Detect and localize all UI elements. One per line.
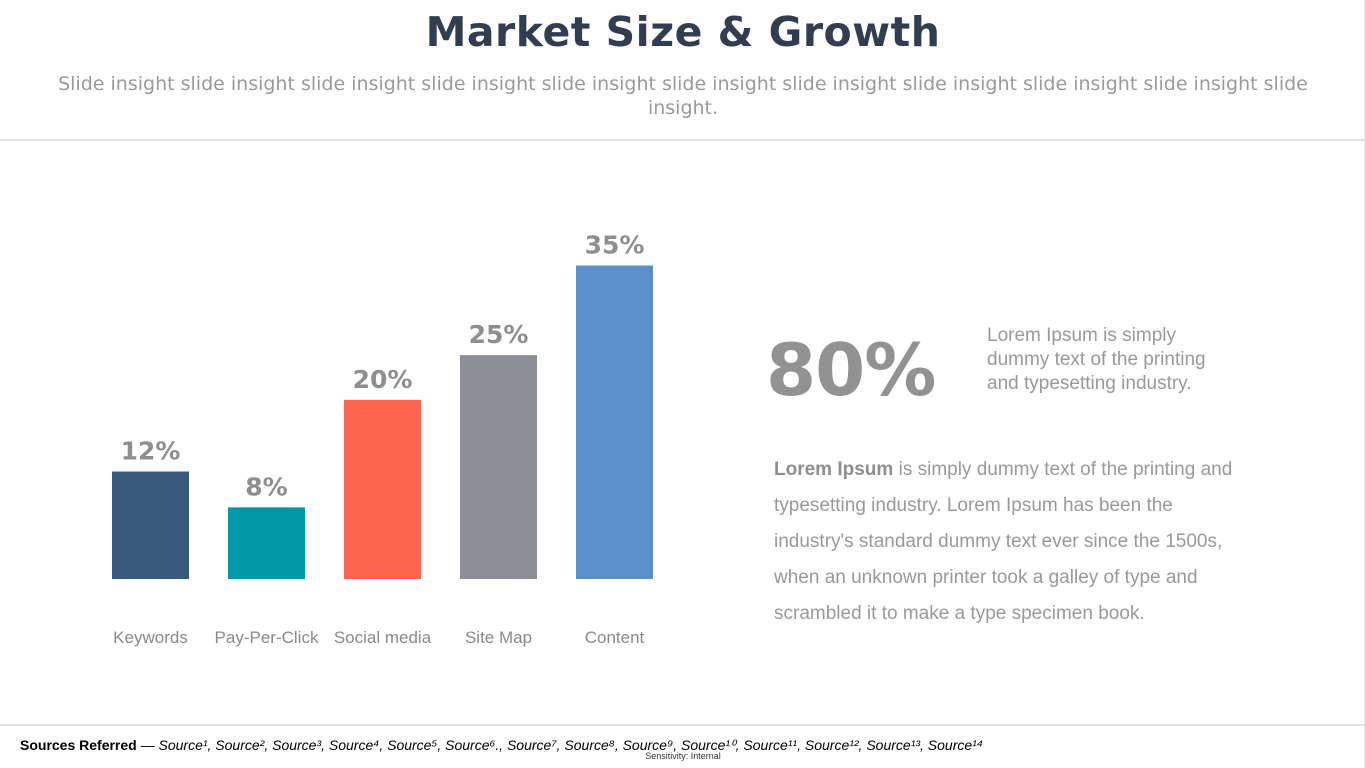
paragraph-lead: Lorem Ipsum <box>774 459 894 480</box>
category-label: Content <box>585 628 645 647</box>
bar-keywords <box>112 471 189 579</box>
paragraph-text: is simply dummy text of the printing and… <box>774 459 1233 624</box>
body-paragraph: Lorem Ipsum is simply dummy text of the … <box>774 452 1254 632</box>
stat-description: Lorem Ipsum is simply dummy text of the … <box>987 325 1206 394</box>
bar-site-map <box>460 355 537 579</box>
footer-divider <box>0 724 1366 726</box>
category-label: Social media <box>334 628 432 647</box>
bar-value-label: 20% <box>353 365 413 394</box>
bar-pay-per-click <box>228 507 305 579</box>
stat-value: 80% <box>766 328 936 412</box>
sources-separator: — <box>136 737 159 753</box>
sources-referred: Sources Referred — Source¹, Source², Sou… <box>20 737 983 754</box>
bar-chart: 12% Keywords 8% Pay-Per-Click 20% Social medi… <box>112 231 653 647</box>
category-label: Site Map <box>465 628 532 647</box>
bar-value-label: 25% <box>469 320 529 349</box>
category-label: Pay-Per-Click <box>215 628 319 647</box>
header-divider <box>0 139 1366 141</box>
category-label: Keywords <box>113 628 188 647</box>
bar-social-media <box>344 399 421 579</box>
bar-value-label: 35% <box>585 231 645 260</box>
bar-value-label: 12% <box>121 437 181 466</box>
slide-right-border <box>1364 0 1366 768</box>
sensitivity-label: Sensitivity: Internal <box>645 751 721 761</box>
sources-list: Source¹, Source², Source³, Source⁴, Sour… <box>158 737 983 753</box>
page-title: Market Size & Growth <box>425 8 941 56</box>
bar-value-label: 8% <box>245 472 287 501</box>
bar-content <box>576 265 653 579</box>
page-subtitle: Slide insight slide insight slide insigh… <box>58 73 1308 119</box>
sources-label: Sources Referred <box>20 737 137 753</box>
